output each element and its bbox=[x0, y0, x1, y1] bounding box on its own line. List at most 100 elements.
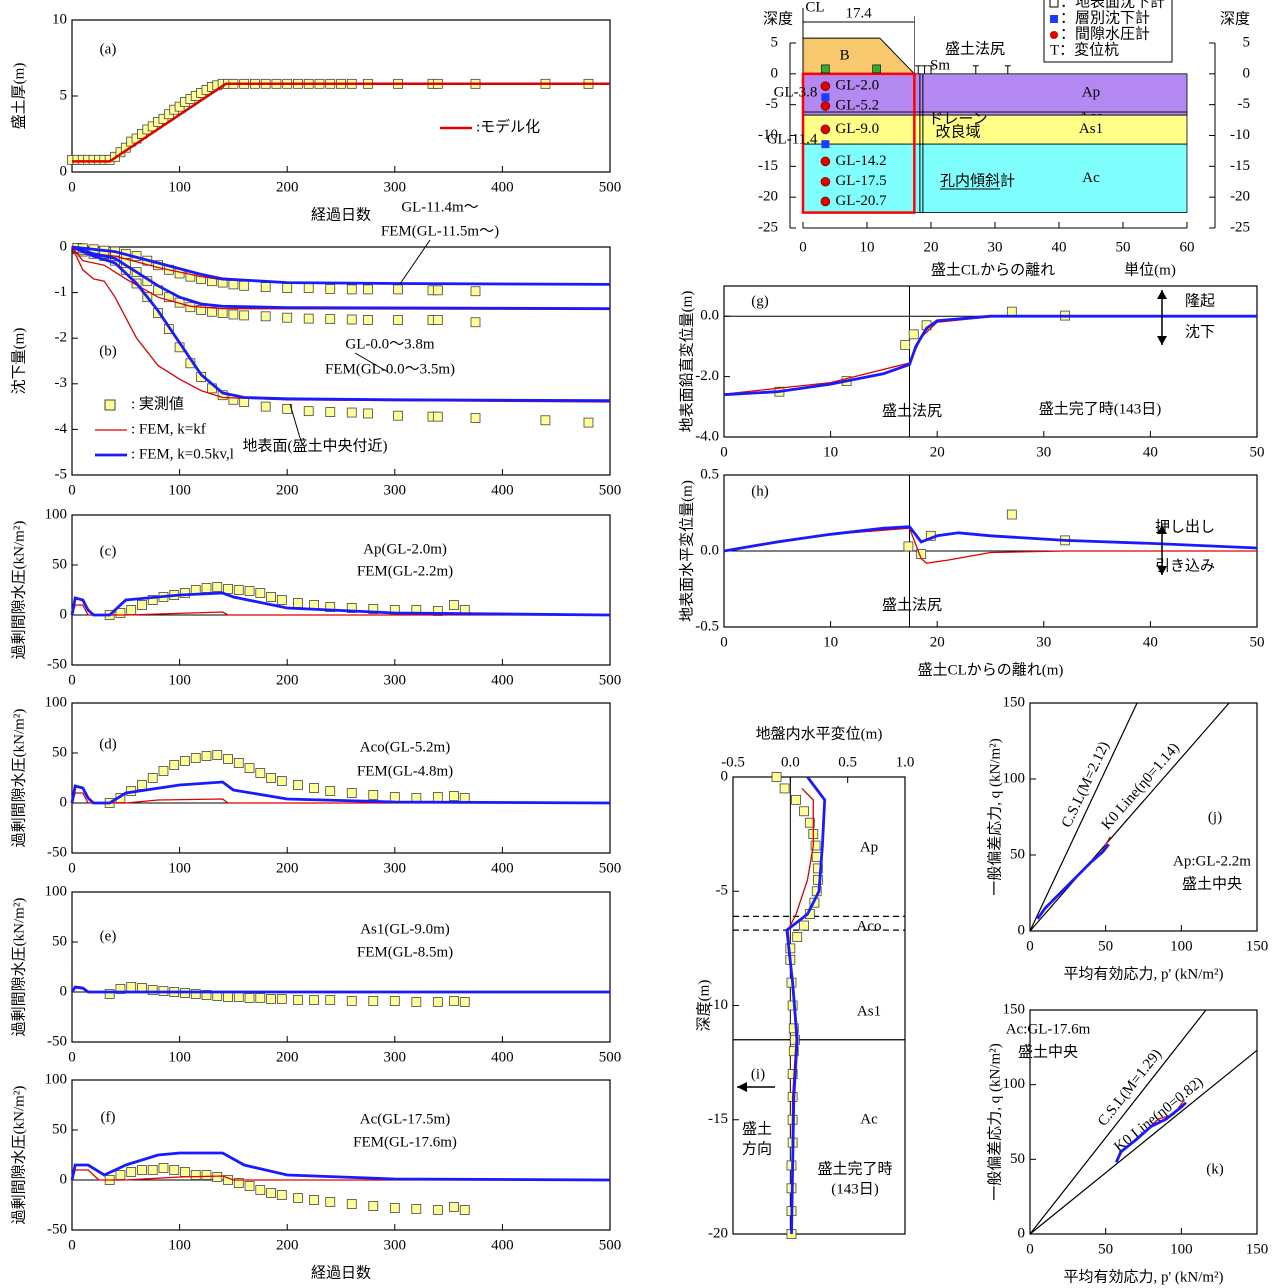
data-point bbox=[276, 595, 287, 605]
y-tick-label: 10 bbox=[52, 11, 67, 27]
layer-label: Ac bbox=[1082, 170, 1100, 186]
x-tick-label: 0 bbox=[68, 860, 76, 876]
x-axis-title: 平均有効応力, p' (kN/m²) bbox=[1063, 1268, 1223, 1285]
x-tick-label: 400 bbox=[491, 672, 514, 688]
annotation: 盛土完了時 bbox=[817, 1160, 892, 1177]
x-tick-label: 300 bbox=[384, 672, 407, 688]
berm-label: Sm bbox=[930, 57, 950, 73]
data-point bbox=[325, 314, 336, 324]
data-point bbox=[432, 1205, 443, 1215]
legend-label: :モデル化 bbox=[476, 117, 540, 135]
legend-label: : FEM, k=0.5kv,l bbox=[131, 446, 234, 462]
data-point bbox=[790, 1034, 800, 1045]
data-point bbox=[811, 852, 822, 862]
y-axis-title: 沈下量(m) bbox=[10, 328, 27, 395]
data-point bbox=[293, 780, 303, 790]
y-axis-title: 地表面水平変位量(m) bbox=[678, 480, 695, 622]
data-point bbox=[169, 1165, 180, 1175]
y-tick-label: 50 bbox=[52, 556, 67, 572]
data-point bbox=[228, 309, 239, 320]
x-tick-label: 500 bbox=[599, 1049, 622, 1065]
y-tick-label: 50 bbox=[52, 933, 67, 949]
data-point bbox=[266, 994, 276, 1004]
annotation: FEM(GL-8.5m) bbox=[357, 944, 453, 960]
y-tick-label: -1 bbox=[55, 284, 68, 300]
y-tick-label: -50 bbox=[47, 656, 67, 672]
x-tick-label: 300 bbox=[384, 1237, 407, 1253]
y-tick-label: 0.0 bbox=[700, 308, 719, 324]
data-point bbox=[212, 582, 223, 592]
toe-label: 盛土法尻 bbox=[945, 40, 1005, 57]
arrow-head bbox=[737, 1082, 747, 1092]
soil-layer bbox=[802, 143, 1188, 213]
data-point bbox=[293, 1193, 303, 1203]
y-tick-label: 5 bbox=[1243, 34, 1251, 50]
arrow-head bbox=[1157, 566, 1167, 575]
x-tick-label: 30 bbox=[988, 239, 1003, 255]
data-point bbox=[260, 282, 271, 293]
data-point bbox=[276, 776, 287, 786]
data-point bbox=[346, 314, 357, 325]
x-tick-label: 100 bbox=[168, 179, 191, 195]
data-point bbox=[196, 305, 207, 315]
data-point bbox=[368, 996, 379, 1006]
data-point bbox=[233, 1178, 244, 1188]
x-tick-label: 500 bbox=[599, 672, 622, 688]
data-point bbox=[459, 997, 470, 1007]
x-tick-label: 100 bbox=[168, 1237, 191, 1253]
x-tick-label: 50 bbox=[1116, 239, 1131, 255]
annotation: (d) bbox=[99, 736, 117, 752]
toe-value: 17.4 bbox=[846, 5, 873, 21]
data-point bbox=[470, 413, 481, 423]
x-tick-label: 200 bbox=[276, 1049, 299, 1065]
data-point bbox=[244, 1181, 255, 1191]
data-point bbox=[368, 790, 379, 800]
data-point bbox=[255, 1185, 266, 1195]
x-tick-label: 200 bbox=[276, 1237, 299, 1253]
y-tick-label: -50 bbox=[47, 1221, 67, 1237]
y-tick-label: -50 bbox=[47, 844, 67, 860]
reference-line bbox=[1029, 702, 1138, 932]
legend-symbol bbox=[1049, 0, 1059, 8]
annotation: Ap(GL-2.0m) bbox=[363, 541, 447, 557]
settlement-gauge-label: GL-11.4 bbox=[767, 132, 818, 148]
data-point bbox=[804, 817, 815, 828]
data-point bbox=[126, 605, 137, 615]
data-line bbox=[71, 792, 610, 804]
settlement-plate bbox=[821, 64, 830, 74]
x-tick-label: 0 bbox=[68, 672, 76, 688]
data-point bbox=[787, 1069, 798, 1079]
data-point bbox=[293, 995, 303, 1005]
data-point bbox=[282, 312, 293, 323]
annotation: 盛土完了時(143日) bbox=[1039, 400, 1162, 417]
plot-frame bbox=[723, 285, 1258, 438]
data-point bbox=[201, 751, 212, 761]
plot-frame bbox=[71, 1079, 611, 1231]
settlement-plate bbox=[872, 64, 881, 74]
legend-label: ：層別沈下計 bbox=[1060, 9, 1150, 26]
x-tick-label: 0 bbox=[68, 482, 76, 498]
data-point bbox=[787, 1000, 798, 1011]
data-line bbox=[71, 246, 611, 311]
data-point bbox=[169, 760, 180, 770]
data-line bbox=[71, 246, 611, 286]
data-point bbox=[255, 768, 266, 778]
data-point bbox=[346, 284, 357, 295]
data-point bbox=[325, 284, 336, 294]
annotation: FEM(GL-17.6m) bbox=[353, 1134, 457, 1150]
data-point bbox=[104, 989, 115, 999]
settlement-gauge-label: GL-3.8 bbox=[774, 85, 818, 101]
data-point bbox=[115, 984, 126, 994]
data-point bbox=[260, 311, 271, 322]
y-tick-label: 150 bbox=[1003, 694, 1026, 710]
data-point bbox=[228, 279, 239, 290]
x-tick-label: 10 bbox=[823, 634, 838, 650]
annotation: 地表面(盛土中央付近) bbox=[243, 437, 388, 454]
plot-frame bbox=[1029, 702, 1258, 932]
drain-label: ドレーン bbox=[928, 111, 987, 127]
x-tick-label: 400 bbox=[491, 860, 514, 876]
data-point bbox=[346, 603, 357, 613]
data-point bbox=[126, 1167, 137, 1177]
annotation: 押し出し bbox=[1155, 518, 1215, 535]
